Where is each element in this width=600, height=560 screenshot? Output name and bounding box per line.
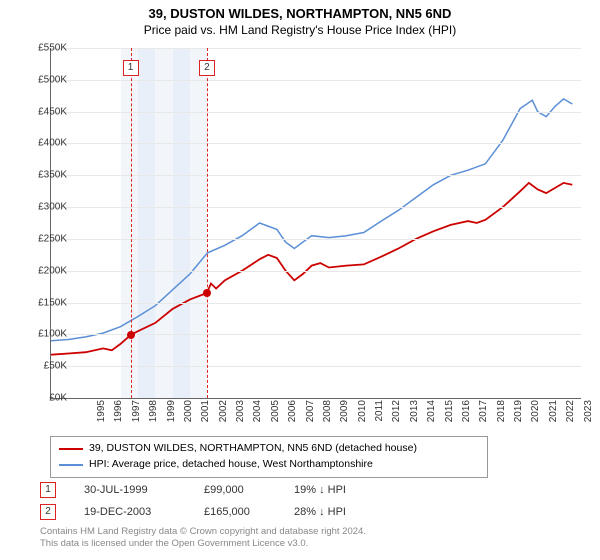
y-tick-label: £200K [38, 265, 67, 276]
x-tick-label: 2001 [200, 400, 211, 422]
footer-line-1: Contains HM Land Registry data © Crown c… [40, 526, 366, 538]
chart-subtitle: Price paid vs. HM Land Registry's House … [0, 21, 600, 41]
legend-row: 39, DUSTON WILDES, NORTHAMPTON, NN5 6ND … [59, 441, 479, 457]
x-tick-label: 2010 [357, 400, 368, 422]
price-point-dot [127, 331, 135, 339]
legend-label: HPI: Average price, detached house, West… [89, 457, 373, 473]
y-tick-label: £500K [38, 74, 67, 85]
marker-annotation: 2 [199, 60, 215, 76]
x-tick-label: 2019 [513, 400, 524, 422]
x-tick-label: 2009 [339, 400, 350, 422]
footer-line-2: This data is licensed under the Open Gov… [40, 538, 366, 550]
series-property [51, 183, 572, 355]
x-tick-label: 2007 [305, 400, 316, 422]
x-tick-label: 2013 [409, 400, 420, 422]
transaction-table: 1 30-JUL-1999£99,00019% ↓ HPI 2 19-DEC-2003… [40, 480, 414, 524]
y-tick-label: £350K [38, 170, 67, 181]
x-tick-label: 1999 [166, 400, 177, 422]
y-tick-label: £150K [38, 297, 67, 308]
x-tick-label: 2006 [287, 400, 298, 422]
x-tick-label: 2000 [183, 400, 194, 422]
x-tick-label: 1995 [96, 400, 107, 422]
transaction-delta: 28% ↓ HPI [294, 506, 414, 518]
x-tick-label: 2021 [548, 400, 559, 422]
marker-annotation: 1 [123, 60, 139, 76]
x-tick-label: 2012 [391, 400, 402, 422]
x-tick-label: 2023 [583, 400, 594, 422]
chart-container: 39, DUSTON WILDES, NORTHAMPTON, NN5 6ND … [0, 0, 600, 560]
y-tick-label: £50K [44, 361, 67, 372]
price-point-dot [203, 289, 211, 297]
y-tick-label: £450K [38, 106, 67, 117]
series-hpi [51, 99, 572, 341]
transaction-marker: 1 [40, 482, 56, 498]
legend-label: 39, DUSTON WILDES, NORTHAMPTON, NN5 6ND … [89, 441, 417, 457]
plot-area: 1995199619971998199920002001200220032004… [50, 48, 581, 399]
x-tick-label: 2004 [252, 400, 263, 422]
y-tick-label: £300K [38, 202, 67, 213]
transaction-date: 30-JUL-1999 [84, 484, 204, 496]
transaction-date: 19-DEC-2003 [84, 506, 204, 518]
transaction-row: 2 19-DEC-2003£165,00028% ↓ HPI [40, 502, 414, 522]
y-tick-label: £100K [38, 329, 67, 340]
legend: 39, DUSTON WILDES, NORTHAMPTON, NN5 6ND … [50, 436, 488, 478]
y-tick-label: £550K [38, 43, 67, 54]
x-tick-label: 2014 [426, 400, 437, 422]
x-tick-label: 2008 [322, 400, 333, 422]
y-tick-label: £0K [49, 393, 67, 404]
x-tick-label: 2018 [496, 400, 507, 422]
legend-row: HPI: Average price, detached house, West… [59, 457, 479, 473]
x-tick-label: 2011 [374, 400, 385, 422]
x-tick-label: 1997 [131, 400, 142, 422]
transaction-delta: 19% ↓ HPI [294, 484, 414, 496]
footer-attribution: Contains HM Land Registry data © Crown c… [40, 526, 366, 551]
x-tick-label: 2002 [218, 400, 229, 422]
x-tick-label: 1996 [113, 400, 124, 422]
y-tick-label: £400K [38, 138, 67, 149]
transaction-price: £165,000 [204, 506, 294, 518]
chart-title: 39, DUSTON WILDES, NORTHAMPTON, NN5 6ND [0, 0, 600, 21]
transaction-marker: 2 [40, 504, 56, 520]
x-tick-label: 2016 [461, 400, 472, 422]
x-tick-label: 2017 [478, 400, 489, 422]
x-tick-label: 2022 [565, 400, 576, 422]
transaction-row: 1 30-JUL-1999£99,00019% ↓ HPI [40, 480, 414, 500]
x-tick-label: 2005 [270, 400, 281, 422]
y-tick-label: £250K [38, 233, 67, 244]
x-tick-label: 2020 [530, 400, 541, 422]
x-tick-label: 2015 [444, 400, 455, 422]
x-tick-label: 2003 [235, 400, 246, 422]
transaction-price: £99,000 [204, 484, 294, 496]
x-tick-label: 1998 [148, 400, 159, 422]
